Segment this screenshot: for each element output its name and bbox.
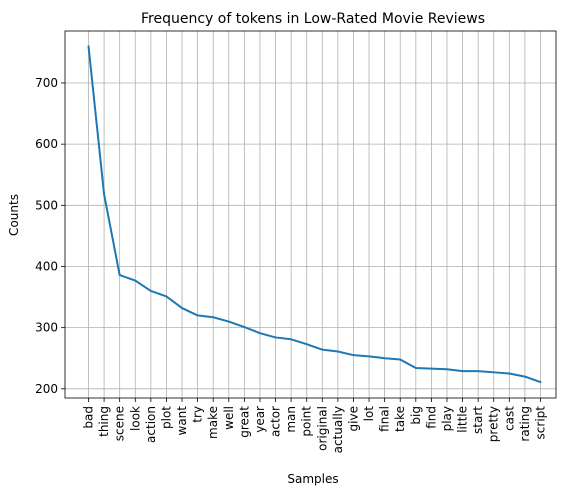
y-axis-ticks: 200 300 400 500 600 700 (35, 76, 65, 396)
x-tick-label: try (191, 406, 205, 423)
y-tick-label: 700 (35, 76, 58, 90)
x-tick-label: year (253, 406, 267, 433)
x-axis-ticks: bad thing scene look action plot want try make we… (82, 398, 548, 453)
x-tick-label: final (378, 406, 392, 432)
x-tick-label: action (144, 406, 158, 443)
x-axis-label: Samples (287, 472, 338, 486)
x-tick-label: point (300, 406, 314, 437)
x-tick-label: actually (331, 406, 345, 453)
x-tick-label: give (346, 406, 360, 431)
x-tick-label: well (222, 406, 236, 430)
x-tick-label: original (315, 406, 329, 451)
x-tick-label: script (534, 406, 548, 440)
x-tick-label: actor (269, 406, 283, 437)
plot-frame (64, 30, 557, 399)
x-tick-label: pretty (487, 406, 501, 442)
x-tick-label: great (237, 406, 251, 438)
x-tick-label: want (175, 406, 189, 436)
y-tick-label: 300 (35, 321, 58, 335)
x-tick-label: look (128, 406, 142, 431)
x-tick-label: bad (82, 406, 96, 429)
x-tick-label: rating (518, 406, 532, 442)
y-tick-label: 400 (35, 259, 58, 273)
x-tick-label: scene (113, 406, 127, 441)
x-tick-label: man (284, 406, 298, 433)
x-tick-label: start (471, 406, 485, 434)
x-tick-label: lot (362, 406, 376, 422)
y-tick-label: 200 (35, 382, 58, 396)
y-tick-label: 600 (35, 137, 58, 151)
x-tick-label: play (440, 406, 454, 431)
series-line (87, 45, 542, 384)
x-tick-label: find (424, 406, 438, 429)
y-tick-label: 500 (35, 198, 58, 212)
x-tick-label: big (409, 406, 423, 425)
x-tick-label: cast (502, 406, 516, 431)
x-tick-label: take (393, 406, 407, 432)
grid-lines (65, 31, 556, 398)
x-tick-label: make (206, 406, 220, 439)
x-tick-label: plot (159, 406, 173, 429)
x-tick-label: thing (97, 406, 111, 437)
x-tick-label: little (456, 406, 470, 433)
chart-title: Frequency of tokens in Low-Rated Movie R… (141, 11, 485, 27)
y-axis-label: Counts (7, 194, 21, 236)
